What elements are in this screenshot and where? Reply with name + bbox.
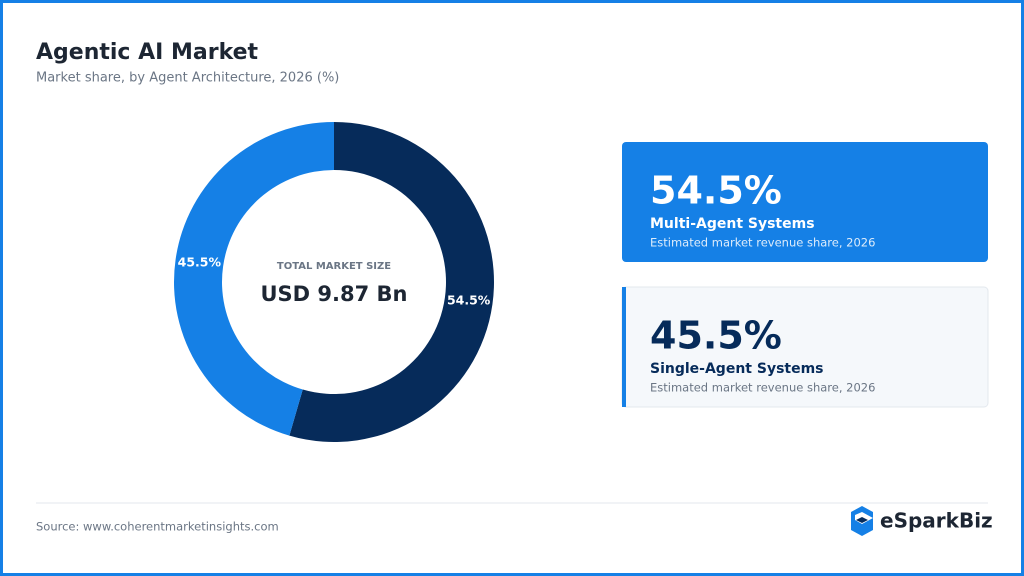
brand-name: eSparkBiz	[880, 509, 993, 533]
segment-label: 54.5%	[447, 293, 491, 308]
donut: 54.5% 45.5%	[173, 122, 494, 443]
source: Source: www.coherentmarketinsights.com	[36, 520, 279, 534]
center-value: USD 9.87 Bn	[261, 282, 408, 306]
card-value: 54.5%	[650, 169, 782, 213]
card-category: Multi-Agent Systems	[650, 216, 815, 232]
stat-card: 54.5% Multi-Agent Systems Estimated market…	[622, 142, 988, 262]
card-note: Estimated market revenue share, 2026	[650, 236, 875, 250]
card-note: Estimated market revenue share, 2026	[650, 381, 875, 395]
logo-icon-inner	[856, 517, 868, 523]
brand-logo: eSparkBiz	[851, 506, 993, 536]
chart-subtitle: Market share, by Agent Architecture, 202…	[36, 71, 339, 86]
card-accent	[622, 287, 626, 407]
cards: 54.5% Multi-Agent Systems Estimated market…	[621, 142, 989, 408]
card-background	[622, 142, 988, 262]
center-label: TOTAL MARKET SIZE	[277, 261, 391, 272]
stat-card: 45.5% Single-Agent Systems Estimated marke…	[621, 286, 989, 408]
segment-label: 45.5%	[178, 254, 222, 269]
card-category: Single-Agent Systems	[650, 361, 824, 377]
donut-segment	[173, 122, 334, 436]
logo-icon	[851, 506, 873, 536]
donut-segment	[289, 122, 494, 443]
card-value: 45.5%	[650, 314, 782, 358]
chart-title: Agentic AI Market	[36, 40, 259, 65]
